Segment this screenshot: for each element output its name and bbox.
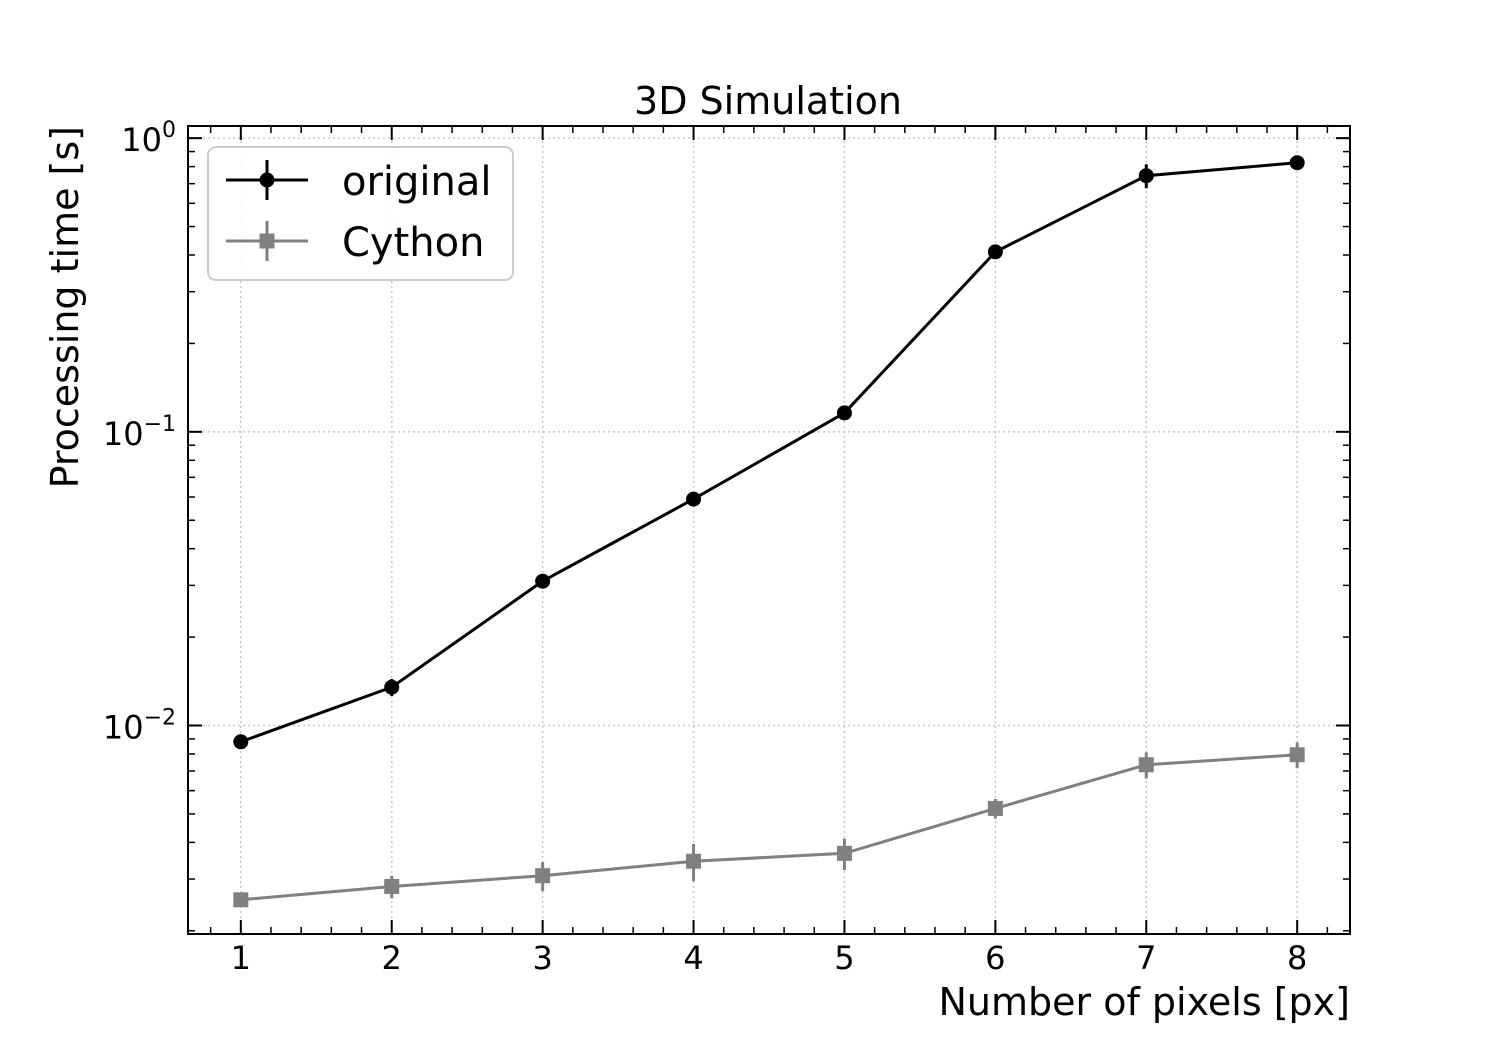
data-point-original <box>1138 168 1154 184</box>
data-point-original <box>384 679 400 695</box>
data-point-cython <box>686 853 702 869</box>
y-tick-exponent: 0 <box>162 118 176 143</box>
series-line-original <box>240 161 1298 744</box>
series-cython <box>233 742 1305 908</box>
x-tick-label: 3 <box>532 939 552 977</box>
y-axis-label: Processing time [s] <box>43 126 87 488</box>
data-point-original <box>987 244 1003 260</box>
x-tick-label: 8 <box>1287 939 1307 977</box>
grid-lines <box>188 126 1350 934</box>
series-layer <box>233 155 1305 908</box>
data-point-original <box>233 734 249 750</box>
data-point-original <box>535 573 551 589</box>
y-tick-exponent: −2 <box>144 706 176 731</box>
data-point-original <box>1289 155 1305 171</box>
legend-swatch-original <box>226 160 308 200</box>
y-tick-label: 10−1 <box>103 412 176 453</box>
y-tick-label: 10−2 <box>103 706 176 747</box>
y-tick-label: 100 <box>121 118 176 159</box>
chart-title: 3D Simulation <box>634 79 902 123</box>
data-point-original <box>836 405 852 421</box>
y-tick-base: 10 <box>121 121 162 159</box>
x-tick-label: 2 <box>382 939 402 977</box>
x-tick-label: 7 <box>1136 939 1156 977</box>
axis-ticks <box>188 126 1350 934</box>
x-tick-label: 4 <box>683 939 703 977</box>
y-tick-base: 10 <box>103 415 144 453</box>
data-point-cython <box>535 868 551 884</box>
legend-label-original: original <box>342 159 492 205</box>
data-point-original <box>686 491 702 507</box>
x-tick-label: 6 <box>985 939 1005 977</box>
series-line-cython <box>240 753 1298 902</box>
series-original <box>233 155 1305 750</box>
data-point-cython <box>233 892 249 908</box>
x-tick-labels: 1 2 3 4 5 6 7 8 <box>231 939 1308 977</box>
data-point-cython <box>1138 757 1154 773</box>
y-tick-exponent: −1 <box>144 412 176 437</box>
legend-swatch-cython <box>226 221 308 261</box>
data-point-cython <box>836 845 852 861</box>
y-tick-base: 10 <box>103 709 144 747</box>
x-axis-label: Number of pixels [px] <box>938 980 1350 1024</box>
data-point-cython <box>384 878 400 894</box>
legend-label-cython: Cython <box>342 220 484 266</box>
x-tick-label: 5 <box>834 939 854 977</box>
plot-frame <box>187 125 1351 935</box>
legend: original Cython <box>207 146 514 281</box>
data-point-cython <box>987 800 1003 816</box>
data-point-cython <box>1289 747 1305 763</box>
x-tick-label: 1 <box>231 939 251 977</box>
